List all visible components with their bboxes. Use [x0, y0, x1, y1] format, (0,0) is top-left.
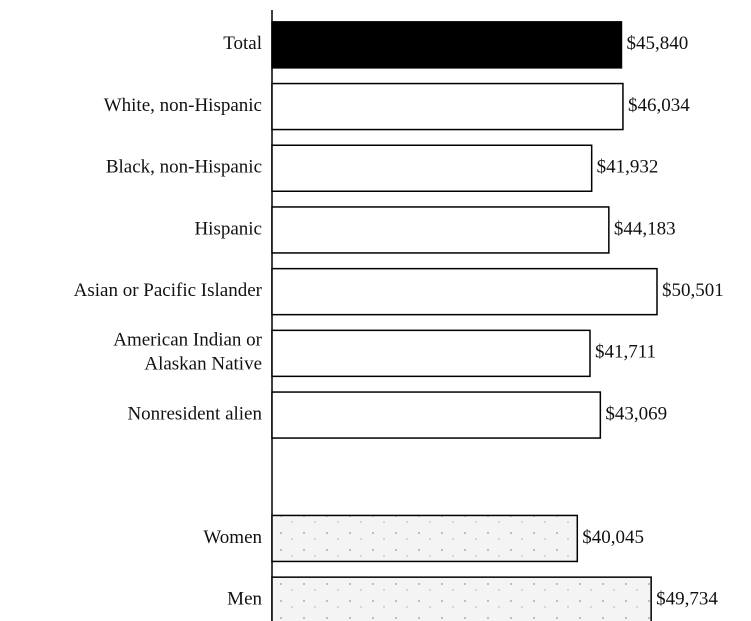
category-label-line: American Indian or	[113, 330, 262, 351]
category-label: American Indian or Alaskan Native	[113, 330, 262, 375]
bar	[271, 514, 579, 563]
value-label: $40,045	[582, 527, 644, 548]
bar	[271, 576, 652, 621]
category-label: Men	[227, 589, 262, 610]
value-label: $44,183	[614, 218, 676, 239]
category-label: Total	[223, 33, 262, 54]
bar	[271, 391, 602, 439]
category-label: Nonresident alien	[127, 403, 262, 424]
bar	[271, 329, 591, 378]
value-label: $46,034	[628, 95, 690, 116]
bar	[271, 144, 593, 192]
category-label: Asian or Pacific Islander	[74, 280, 263, 301]
category-label: Black, non-Hispanic	[106, 157, 262, 178]
bar	[271, 21, 623, 69]
value-label: $50,501	[662, 280, 724, 301]
category-label: Hispanic	[194, 218, 262, 239]
value-label: $41,711	[595, 342, 656, 363]
bar	[271, 82, 624, 131]
bar	[271, 267, 658, 316]
category-label: Women	[203, 527, 262, 548]
value-label: $49,734	[656, 589, 718, 610]
category-label-line: Alaskan Native	[144, 354, 262, 375]
category-label: White, non-Hispanic	[104, 95, 262, 116]
value-label: $43,069	[605, 403, 667, 424]
value-label: $45,840	[626, 33, 688, 54]
value-label: $41,932	[597, 157, 659, 178]
bar	[271, 206, 610, 254]
